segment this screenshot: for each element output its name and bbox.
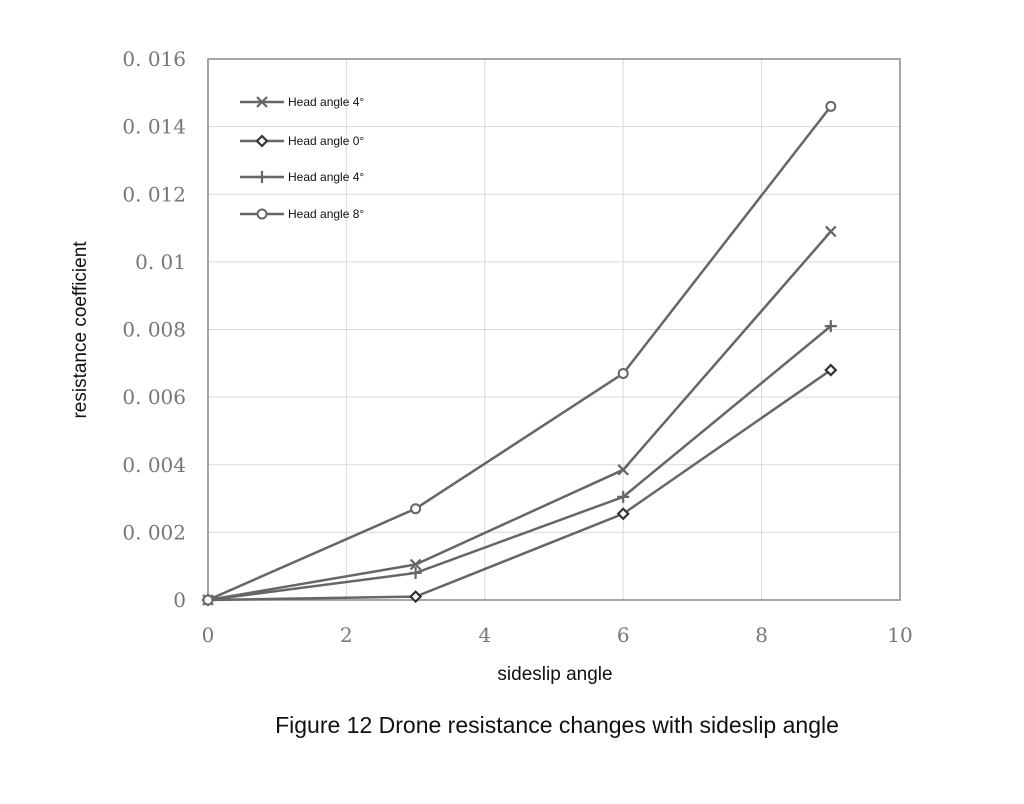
series-line — [207, 105, 832, 602]
y-axis-title: resistance coefficient — [70, 241, 91, 419]
data-point-plus-marker — [256, 171, 268, 183]
y-tick-label: 0. 004 — [122, 453, 186, 477]
series-group — [201, 100, 838, 607]
y-tick-label: 0. 006 — [122, 385, 186, 409]
data-point-x-marker — [617, 464, 629, 476]
series-plus — [202, 320, 837, 606]
data-point-diamond-marker — [409, 590, 423, 604]
data-point-x-marker — [256, 96, 268, 108]
x-tick-label: 2 — [340, 623, 353, 647]
series-line — [207, 230, 832, 602]
data-point-circle-marker — [410, 503, 422, 515]
y-tick-label: 0. 016 — [122, 47, 186, 71]
figure-caption: Figure 12 Drone resistance changes with … — [275, 712, 839, 738]
y-tick-label: 0 — [173, 588, 186, 612]
data-point-x-marker — [825, 225, 837, 238]
data-point-plus-marker — [617, 490, 630, 503]
data-point-diamond-marker — [255, 134, 269, 148]
y-tick-label: 0. 002 — [122, 520, 186, 544]
data-point-x-marker — [409, 558, 422, 571]
series-line — [207, 369, 832, 602]
legend-label: Head angle 0° — [288, 134, 364, 148]
legend-label: Head angle 8° — [288, 207, 364, 221]
plot-frame — [207, 58, 901, 601]
data-point-circle-marker — [825, 100, 837, 112]
legend-item: Head angle 4° — [240, 95, 364, 109]
data-point-circle-marker — [256, 208, 268, 220]
x-tick-label: 4 — [478, 623, 491, 647]
x-axis-title: sideslip angle — [497, 664, 612, 685]
data-point-plus-marker — [409, 566, 422, 579]
y-tick-label: 0. 014 — [122, 115, 186, 139]
data-point-circle-marker — [202, 594, 214, 606]
x-tick-label: 10 — [887, 623, 912, 647]
legend-item: Head angle 8° — [240, 207, 364, 221]
data-point-diamond-marker — [616, 507, 630, 521]
data-point-plus-marker — [824, 320, 837, 333]
y-tick-label: 0. 008 — [122, 318, 186, 342]
x-tick-label: 0 — [202, 623, 215, 647]
data-point-circle-marker — [617, 367, 629, 379]
axis-ticks: 0 0. 002 0. 004 0. 006 0. 008 0. 01 0. 012 0. 0… — [122, 47, 912, 647]
x-tick-label: 8 — [755, 623, 768, 647]
y-tick-label: 0. 012 — [122, 182, 186, 206]
series-line — [207, 325, 832, 602]
legend-label: Head angle 4° — [288, 95, 364, 109]
y-tick-label: 0. 01 — [135, 250, 186, 274]
legend-item: Head angle 4° — [240, 170, 364, 184]
series-x — [202, 225, 837, 606]
series-circle — [202, 100, 837, 606]
x-tick-label: 6 — [617, 623, 630, 647]
legend-item: Head angle 0° — [240, 134, 364, 148]
legend-label: Head angle 4° — [288, 170, 364, 184]
data-point-diamond-marker — [824, 363, 838, 377]
legend: Head angle 4° Head angle 0° Head angle 4° H… — [240, 95, 364, 221]
